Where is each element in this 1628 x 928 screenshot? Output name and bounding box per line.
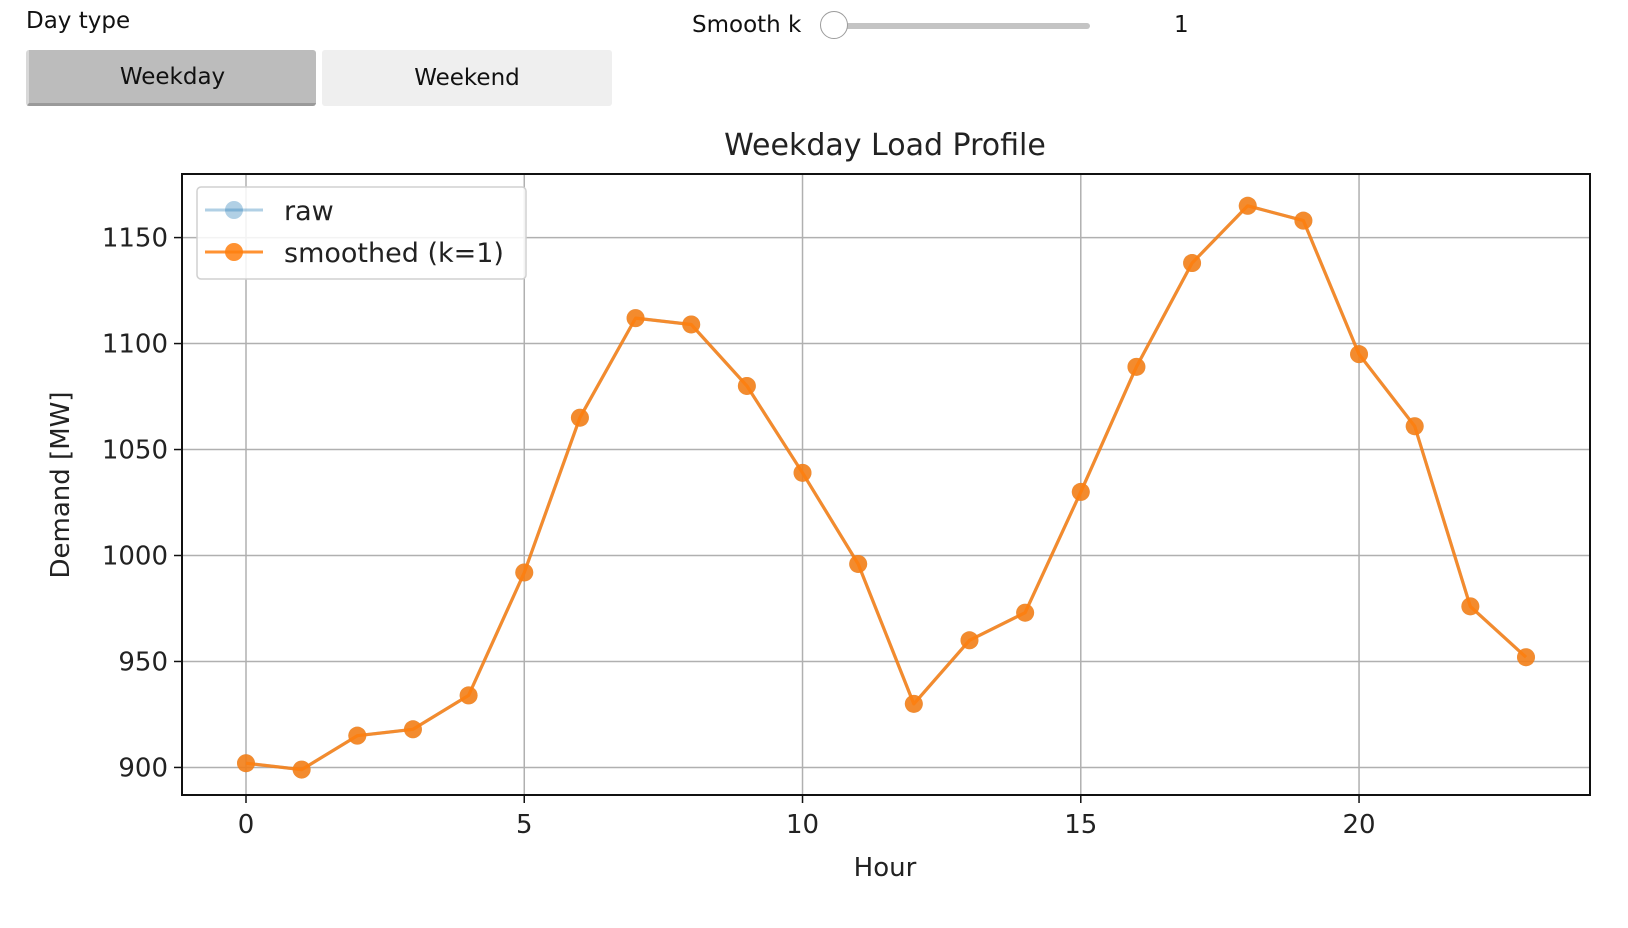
smoothed-data-point: [403, 720, 422, 739]
smooth-k-slider-track[interactable]: [840, 23, 1090, 29]
smoothed-series-line: [245, 204, 1528, 772]
smooth-k-label: Smooth k: [692, 12, 802, 38]
smoothed-data-point: [1517, 648, 1535, 667]
smoothed-data-point: [1183, 254, 1202, 273]
smooth-k-value: 1: [1174, 12, 1189, 38]
smoothed-data-point: [1350, 345, 1369, 364]
legend-smoothed-marker: [225, 243, 243, 261]
smoothed-data-point: [1294, 211, 1313, 230]
smoothed-data-point: [626, 309, 645, 328]
x-tick-label: 5: [516, 810, 533, 840]
smoothed-data-point: [682, 315, 701, 334]
y-axis-label: Demand [MW]: [46, 392, 76, 579]
smoothed-data-point: [570, 408, 589, 427]
smoothed-data-point: [1127, 357, 1146, 376]
smoothed-data-point: [904, 694, 923, 713]
smoothed-data-point: [292, 760, 311, 779]
y-tick-label: 1000: [102, 542, 168, 572]
smoothed-data-point: [960, 631, 979, 650]
legend-raw-marker: [225, 201, 243, 219]
smooth-k-slider-thumb[interactable]: [820, 11, 848, 39]
axis-ticks: 0 5 10 15 20 900 950 1000 1050 1100 1150: [102, 224, 1376, 840]
smoothed-data-point: [237, 754, 255, 773]
smoothed-data-point: [515, 563, 534, 582]
legend-smoothed-label: smoothed (k=1): [284, 238, 504, 269]
legend: raw smoothed (k=1): [196, 186, 527, 280]
x-tick-label: 10: [786, 810, 819, 840]
chart-title: Weekday Load Profile: [724, 128, 1046, 163]
day-type-label: Day type: [26, 8, 131, 34]
smoothed-data-point: [1016, 603, 1035, 622]
legend-raw-label: raw: [284, 196, 334, 227]
series-layer: [237, 196, 1535, 779]
weekday-button[interactable]: Weekday: [26, 50, 316, 106]
y-tick-label: 900: [118, 753, 168, 783]
x-tick-label: 20: [1342, 810, 1375, 840]
smoothed-data-point: [793, 463, 812, 482]
y-tick-label: 950: [118, 647, 168, 677]
smoothed-data-point: [348, 726, 367, 745]
legend-box: [196, 186, 527, 280]
y-tick-label: 1150: [102, 224, 168, 254]
plot-frame: [181, 173, 1591, 796]
smoothed-data-point: [1405, 417, 1424, 436]
smoothed-data-point: [459, 686, 478, 705]
x-tick-label: 0: [238, 810, 255, 840]
smoothed-data-point: [737, 376, 756, 395]
y-tick-label: 1100: [102, 330, 168, 360]
y-tick-label: 1050: [102, 436, 168, 466]
day-type-toggle: Weekday Weekend: [26, 50, 612, 106]
x-tick-label: 15: [1064, 810, 1097, 840]
x-axis-label: Hour: [854, 853, 917, 883]
smoothed-data-point: [1071, 482, 1090, 501]
smoothed-data-point: [849, 554, 868, 573]
smoothed-data-point: [1238, 196, 1257, 215]
weekend-button[interactable]: Weekend: [322, 50, 612, 106]
smoothed-data-point: [1461, 597, 1480, 616]
